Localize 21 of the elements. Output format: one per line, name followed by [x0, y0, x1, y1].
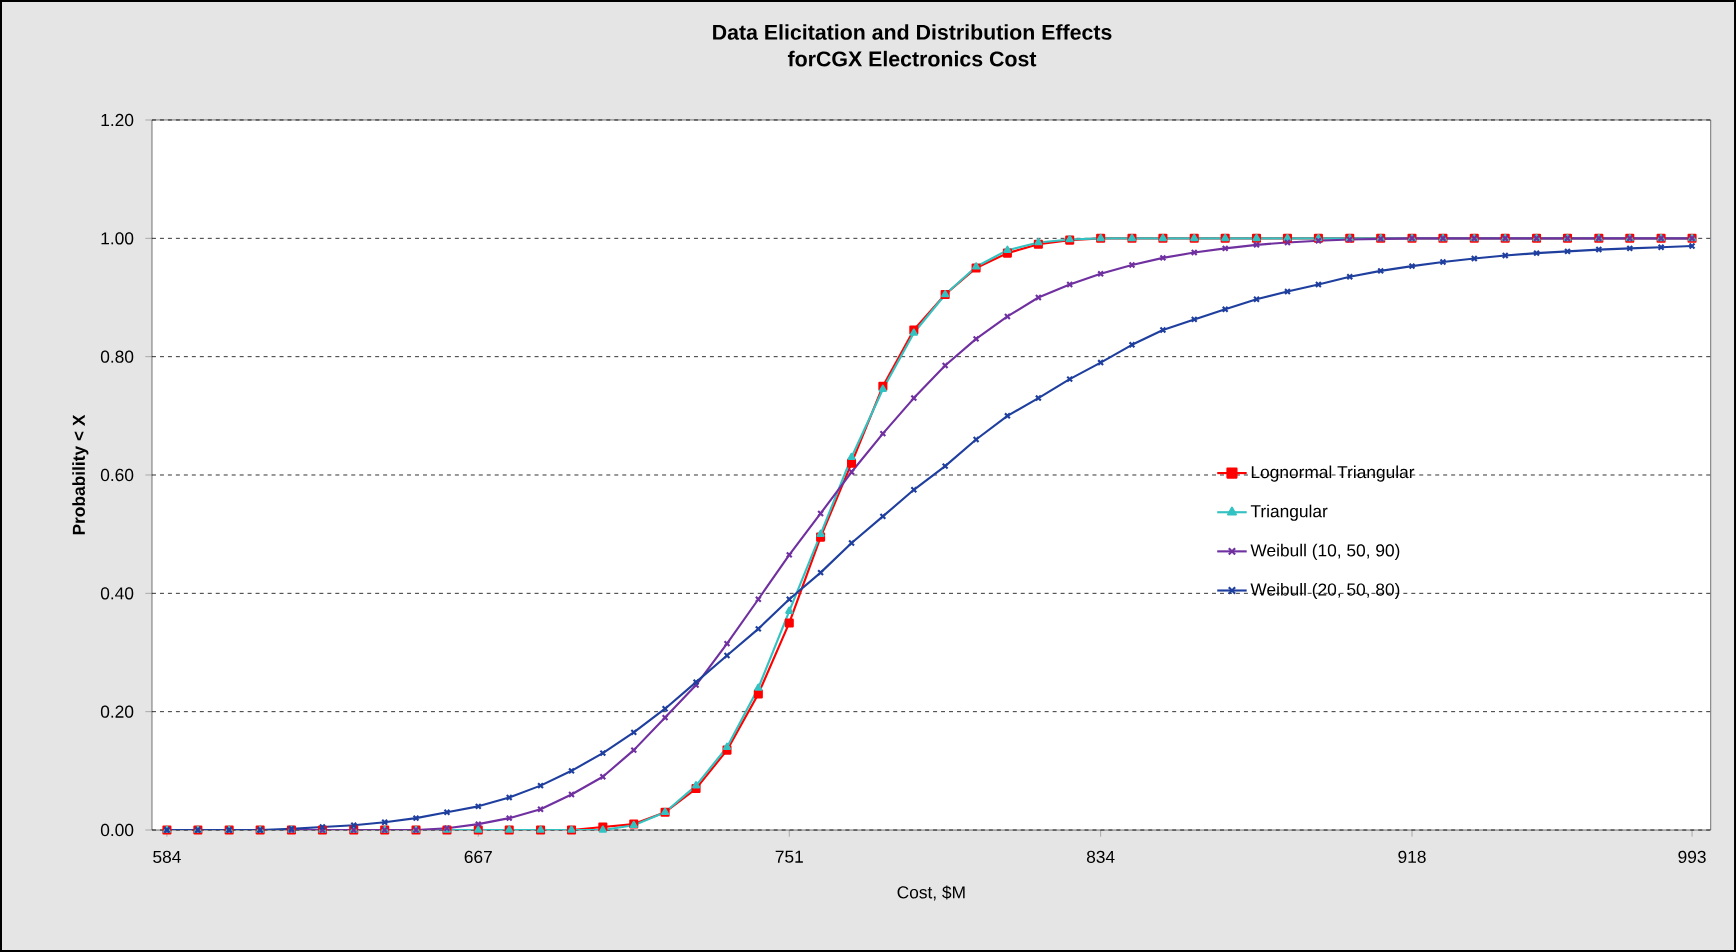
y-tick-label: 0.80	[100, 350, 134, 363]
x-tick-label: 667	[464, 850, 492, 863]
legend-label: Weibull (10, 50, 90)	[1250, 543, 1400, 560]
legend-label: Weibull (20, 50, 80)	[1250, 582, 1400, 600]
x-tick-label: 751	[775, 850, 803, 863]
y-tick-label: 1.20	[101, 113, 134, 127]
x-tick-label: 584	[153, 850, 181, 863]
chart-subtitle: forCGX Electronics Cost	[787, 50, 1037, 67]
y-tick-label: 0.40	[100, 587, 134, 600]
y-tick-label: 0.00	[100, 823, 134, 837]
y-tick-label: 0.60	[100, 468, 134, 482]
chart-title: Data Elicitation and Distribution Effects	[713, 24, 1112, 40]
legend-label: Triangular	[1250, 504, 1328, 521]
x-axis-title: Cost, $M	[897, 885, 965, 901]
y-axis-title: Probability < X	[72, 414, 89, 535]
x-tick-label: 993	[1678, 850, 1706, 863]
legend-label: Lognormal Triangular	[1251, 465, 1415, 482]
y-tick-label: 0.20	[100, 705, 134, 718]
x-tick-label: 918	[1398, 850, 1426, 863]
x-tick-label: 834	[1086, 850, 1115, 863]
y-tick-label: 1.00	[101, 232, 134, 245]
